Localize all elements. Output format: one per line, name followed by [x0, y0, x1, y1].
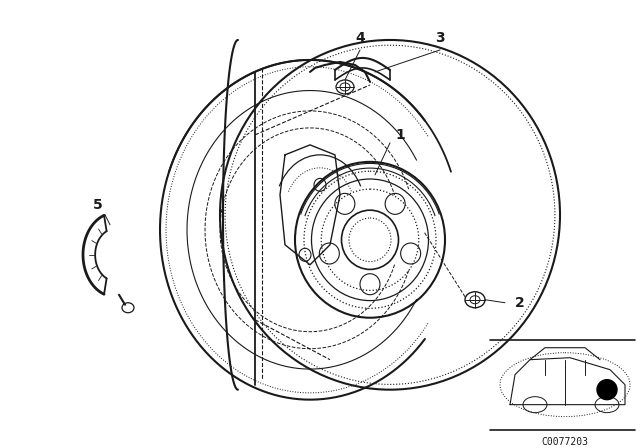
- Text: 2: 2: [515, 296, 525, 310]
- Text: 5: 5: [93, 198, 103, 212]
- Text: 1: 1: [395, 128, 405, 142]
- Circle shape: [597, 379, 617, 400]
- Text: 3: 3: [435, 31, 445, 45]
- Text: 4: 4: [355, 31, 365, 45]
- Text: C0077203: C0077203: [541, 437, 589, 447]
